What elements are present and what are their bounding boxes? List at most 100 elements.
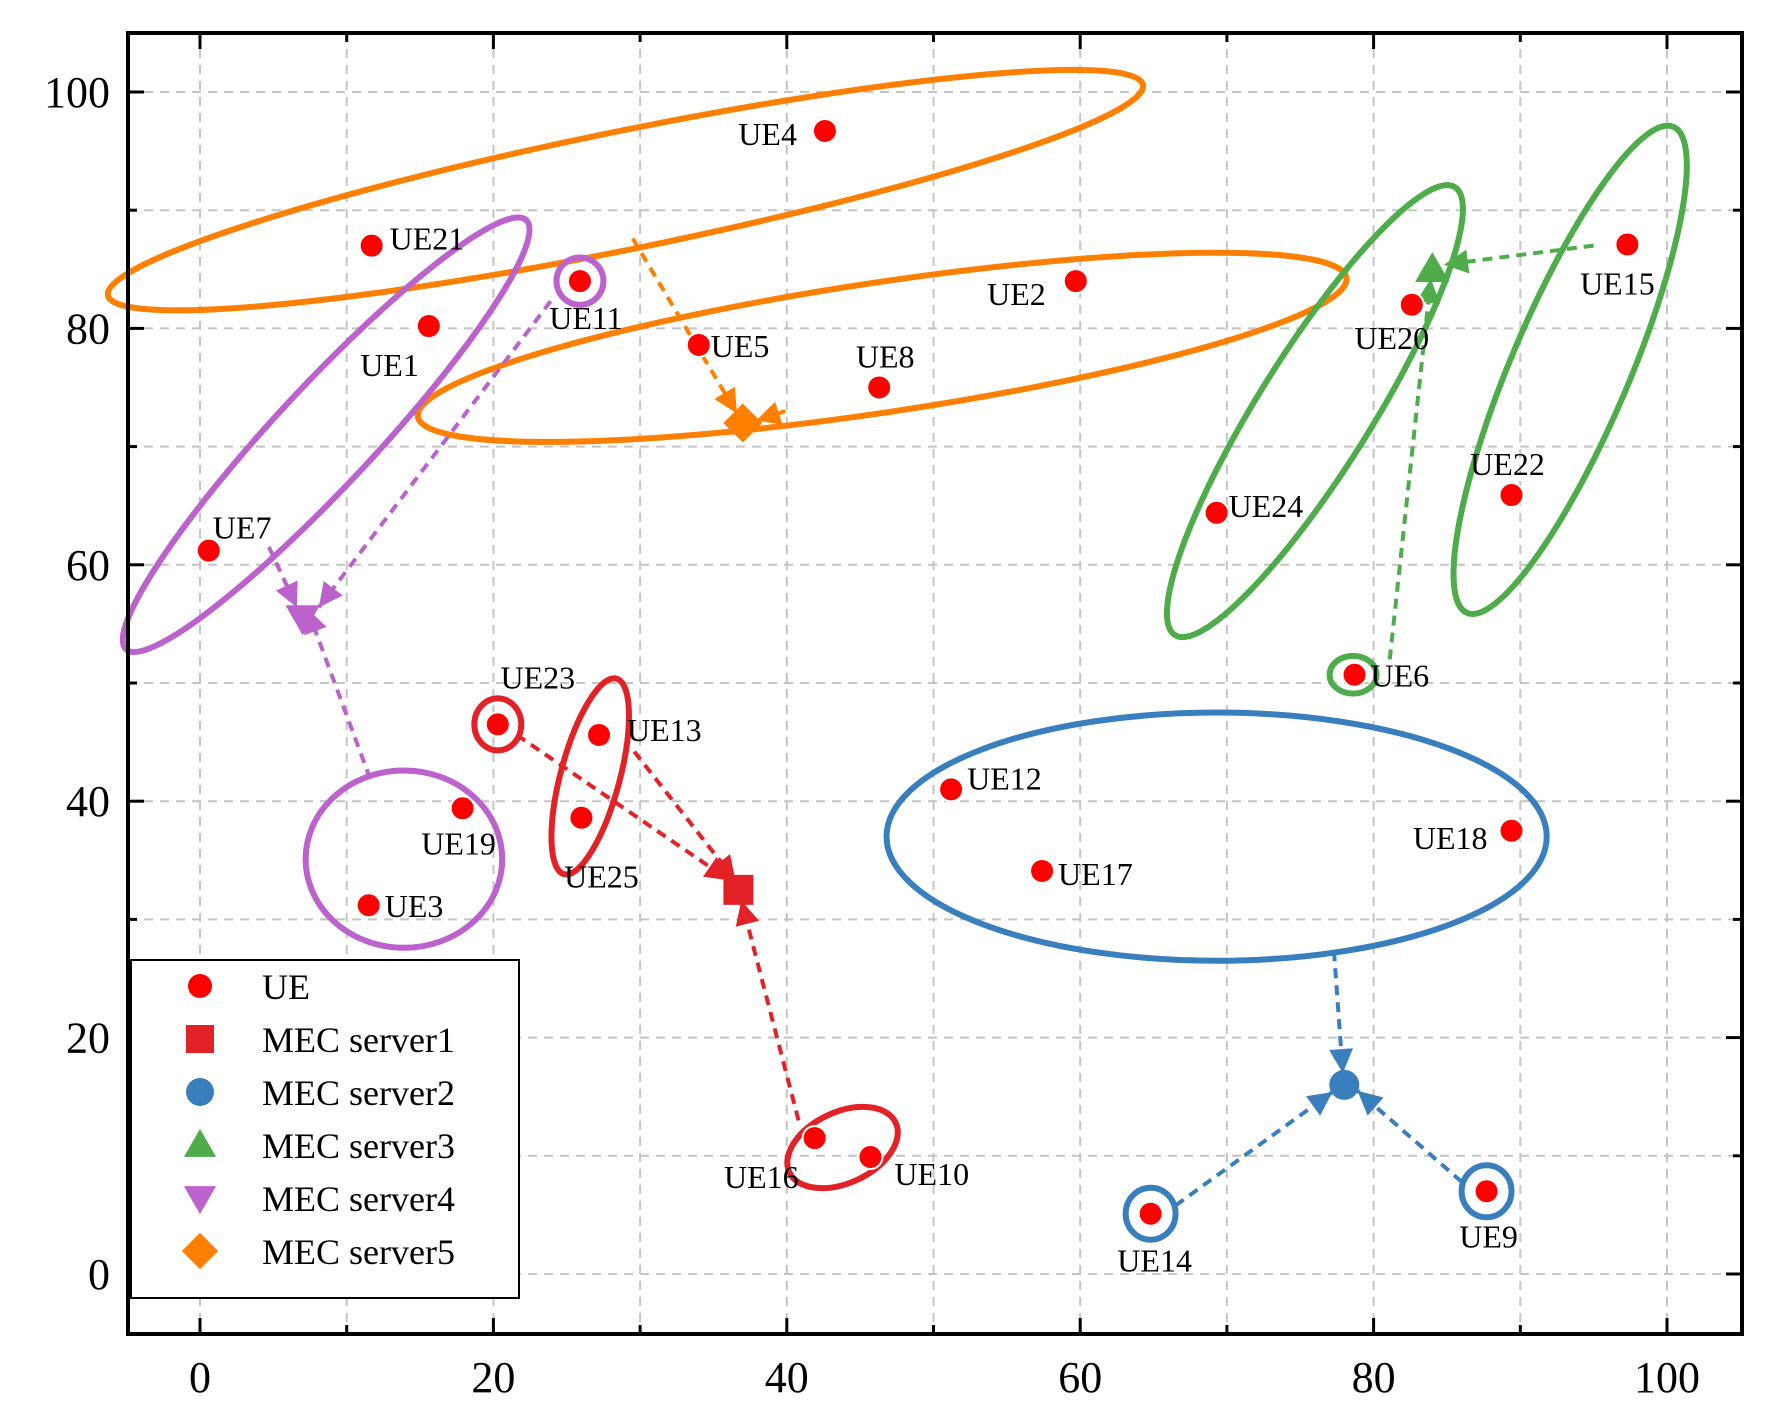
legend-label: MEC server4 [262, 1179, 455, 1219]
cluster-ellipse [883, 709, 1550, 964]
cluster-ellipse [471, 695, 525, 754]
arrow-head [711, 854, 736, 881]
assignment-link [1356, 1089, 1463, 1184]
ue-label: UE9 [1459, 1218, 1518, 1254]
ue-point [355, 892, 382, 919]
ue-point [415, 313, 442, 340]
legend: UE MEC server1 MEC server2 MEC server3 MEC s… [130, 959, 520, 1299]
ue-point [566, 268, 593, 295]
y-tick-label: 100 [44, 68, 110, 117]
assignment-link [739, 899, 801, 1121]
ue-points [195, 118, 1641, 1227]
assignment-link [1331, 951, 1345, 1074]
cluster-ellipse [1458, 1162, 1515, 1221]
ue-point [358, 232, 385, 259]
ue-point [866, 374, 893, 401]
legend-marker [183, 1128, 217, 1157]
assignment-arrows [267, 237, 1594, 1208]
y-tick-label: 60 [66, 541, 110, 590]
x-tick-label: 0 [189, 1353, 211, 1402]
assignment-link [1387, 278, 1433, 660]
ue-label: UE11 [549, 300, 622, 336]
y-tick-label: 80 [66, 304, 110, 353]
ue-point [568, 804, 595, 831]
ue-point [1614, 231, 1641, 258]
ue-point [195, 537, 222, 564]
tick-labels: 0 20 40 60 80 100 0 20 40 60 80 100 [44, 68, 1700, 1402]
ue-label: UE6 [1371, 658, 1430, 694]
arrow-head [735, 900, 759, 927]
x-tick-label: 20 [471, 1353, 515, 1402]
ue-label: UE13 [627, 712, 702, 748]
ue-label: UE3 [385, 888, 444, 924]
ue-label: UE10 [894, 1156, 969, 1192]
legend-label: MEC server5 [262, 1232, 455, 1272]
ue-label: UE12 [967, 760, 1042, 796]
mec-server-2-marker [1329, 1069, 1360, 1100]
cluster-ellipse [1450, 122, 1690, 617]
ue-point [685, 331, 712, 358]
assignment-link [515, 733, 731, 883]
ue-label: UE1 [360, 347, 419, 383]
arrow-head [1306, 1091, 1333, 1116]
arrow-head [1329, 1048, 1354, 1074]
ue-point [811, 118, 838, 145]
ue-point [1341, 661, 1368, 688]
arrow-head [1357, 1090, 1384, 1116]
ue-point [449, 795, 476, 822]
arrow-head [275, 580, 298, 608]
mec-server-3-marker [1415, 252, 1450, 283]
assignment-link [1443, 243, 1594, 267]
ue-label: UE24 [1229, 488, 1304, 524]
ue-label: UE22 [1470, 446, 1545, 482]
cluster-ellipse [553, 254, 607, 308]
ue-point [586, 722, 613, 749]
x-tick-label: 100 [1634, 1353, 1700, 1402]
legend-marker [183, 1186, 217, 1215]
ue-label: UE25 [564, 859, 639, 895]
cluster-ellipse [1163, 182, 1466, 641]
legend-marker [188, 974, 212, 998]
ue-label: UE18 [1413, 820, 1488, 856]
cluster-ellipse [784, 1103, 901, 1192]
ue-label: UE19 [421, 825, 496, 861]
y-tick-label: 20 [66, 1014, 110, 1063]
assignment-link [1174, 1090, 1334, 1208]
ue-label: UE23 [500, 659, 575, 695]
cluster-ellipse [548, 675, 632, 878]
assignment-link [632, 750, 738, 882]
ue-label: UE21 [390, 221, 465, 257]
legend-marker [186, 1025, 214, 1053]
ue-point [1498, 482, 1525, 509]
arrow-head [318, 580, 343, 608]
cluster-ellipse [302, 767, 506, 951]
assignment-link [305, 607, 373, 780]
ue-label: UE15 [1580, 265, 1655, 301]
mec-server-4-marker [285, 605, 320, 636]
legend-label: MEC server3 [262, 1126, 455, 1166]
mec-server-markers [285, 252, 1450, 1100]
arrow-head [755, 401, 783, 425]
ue-label: UE20 [1354, 320, 1429, 356]
ue-point [484, 711, 511, 738]
ue-point [857, 1143, 884, 1170]
y-tick-label: 40 [66, 777, 110, 826]
ue-point [1203, 499, 1230, 526]
mec-server-5-marker [723, 403, 763, 443]
x-tick-label: 40 [765, 1353, 809, 1402]
ue-point [1473, 1178, 1500, 1205]
ue-labels: UE1 UE2 UE3 UE4 UE5 UE6 UE7 UE8 UE9 UE10 UE11 UE12 U… [213, 116, 1655, 1279]
ue-point [938, 776, 965, 803]
arrow-head [1444, 249, 1470, 274]
ue-label: UE4 [738, 116, 797, 152]
ue-point [1398, 291, 1425, 318]
ue-point [801, 1125, 828, 1152]
ue-point [1029, 857, 1056, 884]
ue-label: UE16 [724, 1159, 799, 1195]
cluster-ellipse [1122, 1184, 1179, 1243]
mec-server-1-marker [723, 874, 754, 905]
ue-label: UE2 [987, 276, 1046, 312]
assignment-link [317, 300, 553, 609]
ue-label: UE7 [213, 510, 272, 546]
